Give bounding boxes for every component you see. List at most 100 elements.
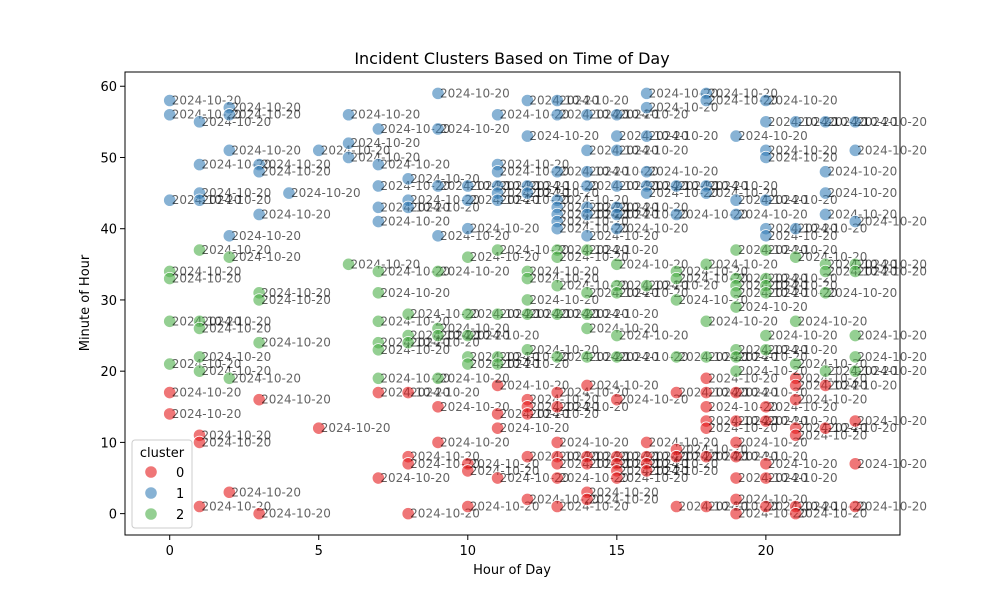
point-label: 2024-10-20 (827, 257, 897, 271)
data-point (848, 264, 862, 279)
point-label: 2024-10-20 (202, 115, 272, 129)
data-point (789, 314, 803, 328)
data-point (610, 179, 624, 193)
y-tick-label: 40 (100, 223, 117, 238)
data-point (490, 307, 505, 321)
data-point (461, 307, 475, 321)
data-point (669, 179, 684, 193)
point-label: 2024-10-20 (857, 264, 927, 278)
data-point (192, 350, 207, 364)
data-point (789, 357, 803, 371)
data-point (550, 250, 564, 264)
point-label: 2024-10-20 (261, 336, 331, 350)
data-point (371, 200, 385, 214)
data-point (640, 101, 654, 115)
data-point (490, 243, 505, 257)
data-point (401, 336, 415, 350)
point-label: 2024-10-20 (798, 428, 868, 442)
data-point (729, 300, 743, 314)
point-label: 2024-10-20 (172, 314, 242, 328)
data-point (759, 343, 773, 357)
point-label: 2024-10-20 (589, 350, 659, 364)
data-point (431, 435, 445, 449)
point-label: 2024-10-20 (708, 314, 778, 328)
point-label: 2024-10-20 (768, 343, 838, 357)
point-label: 2024-10-20 (440, 435, 510, 449)
point-label: 2024-10-20 (738, 129, 808, 143)
point-label: 2024-10-20 (500, 179, 570, 193)
data-point (789, 115, 803, 129)
point-label: 2024-10-20 (559, 307, 629, 321)
point-label: 2024-10-20 (857, 257, 927, 271)
point-label: 2024-10-20 (529, 393, 599, 407)
point-label: 2024-10-20 (380, 343, 450, 357)
data-point (431, 400, 445, 414)
data-point (520, 271, 535, 286)
data-point (789, 250, 803, 264)
point-label: 2024-10-20 (440, 264, 510, 278)
point-label: 2024-10-20 (827, 286, 897, 300)
point-label: 2024-10-20 (172, 357, 242, 371)
point-label: 2024-10-20 (708, 371, 778, 385)
data-point (610, 393, 624, 407)
point-label: 2024-10-20 (619, 108, 689, 122)
point-label: 2024-10-20 (351, 136, 421, 150)
data-point (759, 93, 773, 108)
point-label: 2024-10-20 (440, 329, 510, 343)
data-point (520, 186, 535, 200)
y-tick-label: 0 (109, 508, 117, 523)
point-label: 2024-10-20 (827, 186, 897, 200)
data-point (431, 229, 445, 243)
point-label: 2024-10-20 (857, 500, 927, 514)
data-point (490, 193, 505, 207)
point-label: 2024-10-20 (261, 507, 331, 521)
data-point (550, 165, 564, 179)
point-label: 2024-10-20 (470, 357, 540, 371)
data-point (550, 435, 564, 449)
point-label: 2024-10-20 (738, 450, 808, 464)
data-point (431, 179, 445, 193)
point-label: 2024-10-20 (857, 329, 927, 343)
data-point (610, 129, 624, 143)
data-point (222, 229, 236, 243)
data-point (371, 385, 385, 400)
point-label: 2024-10-20 (202, 186, 272, 200)
point-label: 2024-10-20 (410, 386, 480, 400)
data-point (669, 499, 684, 514)
point-label: 2024-10-20 (827, 264, 897, 278)
data-point (371, 122, 385, 136)
data-point (371, 286, 385, 300)
point-label: 2024-10-20 (857, 143, 927, 157)
data-point (759, 400, 773, 414)
data-point (550, 279, 564, 293)
point-label: 2024-10-20 (619, 471, 689, 485)
point-label: 2024-10-20 (589, 307, 659, 321)
point-label: 2024-10-20 (619, 143, 689, 157)
data-point (371, 371, 385, 385)
data-point (640, 129, 654, 143)
data-point (818, 286, 833, 300)
point-label: 2024-10-20 (529, 400, 599, 414)
data-point (252, 336, 266, 350)
data-point (461, 499, 475, 514)
point-label: 2024-10-20 (827, 421, 897, 435)
data-point (580, 492, 594, 506)
data-point (729, 414, 743, 428)
data-point (252, 293, 266, 307)
data-point (729, 450, 743, 464)
point-label: 2024-10-20 (768, 243, 838, 257)
data-point (729, 385, 743, 400)
point-label: 2024-10-20 (738, 300, 808, 314)
data-point (401, 172, 415, 186)
point-label: 2024-10-20 (768, 150, 838, 164)
point-label: 2024-10-20 (172, 272, 242, 286)
data-point (580, 108, 594, 122)
data-point (163, 385, 177, 400)
point-label: 2024-10-20 (857, 457, 927, 471)
point-label: 2024-10-20 (559, 243, 629, 257)
point-label: 2024-10-20 (827, 115, 897, 129)
data-point (848, 350, 862, 364)
point-label: 2024-10-20 (768, 457, 838, 471)
data-point (371, 471, 385, 485)
